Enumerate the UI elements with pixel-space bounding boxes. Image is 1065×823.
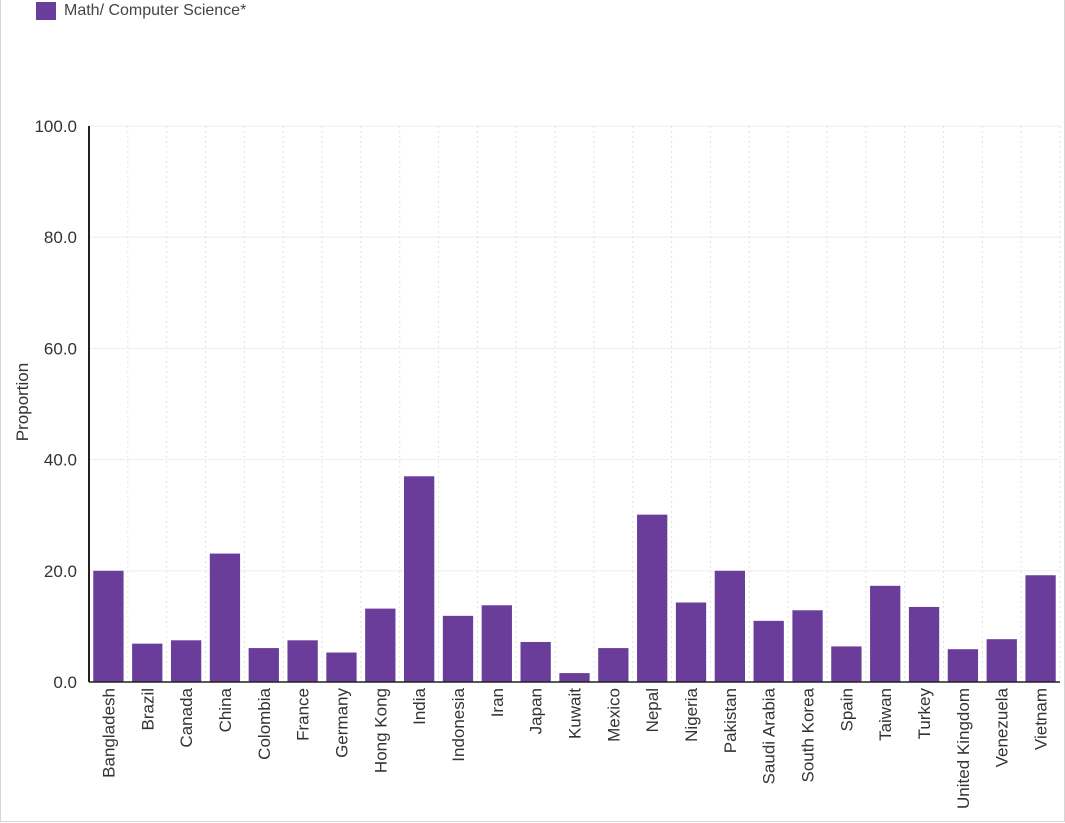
x-tick-label: Bangladesh [99, 688, 118, 778]
x-tick-label: Indonesia [449, 687, 468, 761]
x-tick-label: Hong Kong [371, 688, 390, 773]
x-axis: Bangladesh Brazil Canada China Colombia Franc… [89, 681, 1060, 809]
legend-swatch [36, 2, 56, 20]
bar-united-kingdom[interactable] [947, 649, 979, 682]
bar-kuwait[interactable] [559, 673, 590, 682]
bar-bangladesh[interactable] [93, 570, 124, 682]
x-tick-label: Mexico [604, 688, 623, 742]
x-tick-label: Venezuela [993, 687, 1012, 767]
x-tick-label: Spain [837, 688, 856, 731]
y-tick-label: 100.0 [34, 117, 77, 136]
x-tick-label: Canada [177, 687, 196, 747]
legend[interactable]: Math/ Computer Science* [36, 2, 246, 20]
bar-brazil[interactable] [132, 643, 163, 682]
bar-venezuela[interactable] [986, 639, 1017, 682]
x-tick-label: Turkey [915, 688, 934, 740]
bar-china[interactable] [209, 553, 241, 682]
x-tick-label: Nepal [643, 688, 662, 732]
y-tick-label: 0.0 [53, 673, 77, 692]
x-tick-label: Colombia [255, 687, 274, 759]
x-tick-label: Nigeria [682, 687, 701, 741]
x-tick-label: India [410, 687, 429, 724]
x-tick-label: Japan [527, 688, 546, 734]
x-tick-label: Taiwan [876, 688, 895, 741]
y-tick-label: 40.0 [44, 451, 77, 470]
bar-canada[interactable] [170, 640, 202, 682]
bar-mexico[interactable] [598, 648, 629, 682]
bar-turkey[interactable] [908, 606, 940, 682]
bars [93, 476, 1056, 682]
bar-indonesia[interactable] [442, 615, 474, 682]
bar-vietnam[interactable] [1025, 575, 1056, 682]
bar-nigeria[interactable] [675, 602, 707, 682]
x-tick-label: Germany [332, 688, 351, 758]
bar-colombia[interactable] [248, 648, 279, 682]
bar-south-korea[interactable] [792, 610, 823, 682]
x-tick-label: Kuwait [566, 688, 585, 739]
legend-label: Math/ Computer Science* [64, 2, 247, 19]
bar-nepal[interactable] [637, 514, 668, 682]
x-tick-label: Pakistan [721, 688, 740, 753]
y-tick-label: 80.0 [44, 228, 77, 247]
bar-iran[interactable] [481, 605, 512, 682]
x-tick-label: South Korea [799, 687, 818, 782]
bar-india[interactable] [403, 476, 435, 682]
x-tick-label: United Kingdom [954, 688, 973, 809]
bar-hong-kong[interactable] [365, 608, 396, 682]
y-tick-label: 20.0 [44, 562, 77, 581]
x-tick-label: France [294, 688, 313, 741]
bar-pakistan[interactable] [714, 570, 746, 682]
x-tick-label: China [216, 687, 235, 732]
bar-saudi-arabia[interactable] [753, 620, 784, 682]
y-axis: 0.0 20.0 40.0 60.0 80.0 100.0 [34, 117, 90, 692]
x-tick-label: Iran [488, 688, 507, 717]
bar-germany[interactable] [326, 652, 357, 682]
x-tick-label: Saudi Arabia [760, 687, 779, 784]
x-tick-label: Vietnam [1032, 688, 1051, 750]
bar-japan[interactable] [520, 641, 551, 682]
x-tick-label: Brazil [138, 688, 157, 731]
y-axis-label: Proportion [13, 363, 32, 441]
bar-taiwan[interactable] [870, 585, 901, 682]
bar-spain[interactable] [831, 646, 862, 682]
y-tick-label: 60.0 [44, 339, 77, 358]
bar-france[interactable] [287, 640, 318, 682]
